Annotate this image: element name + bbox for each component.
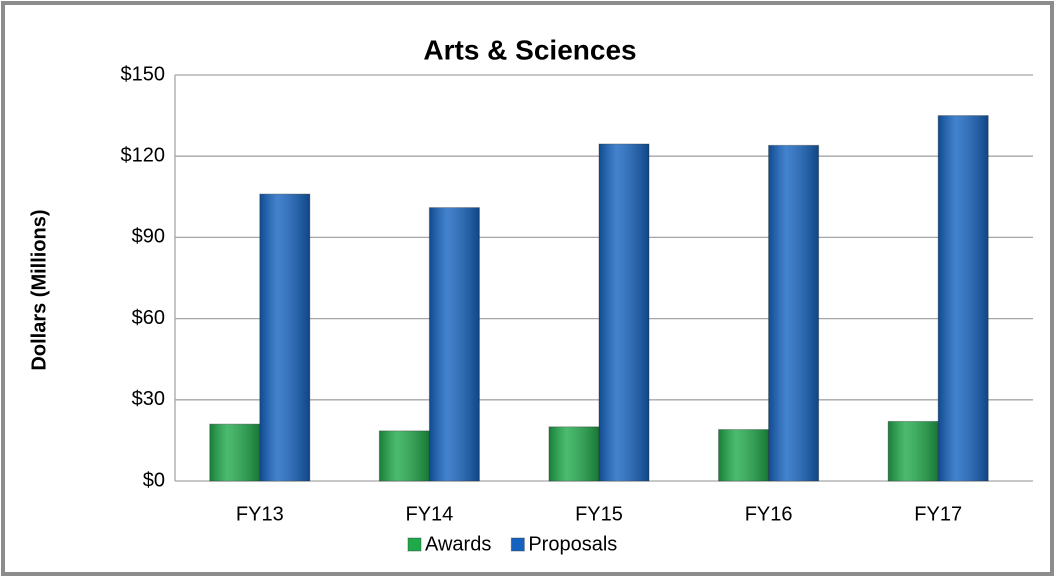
legend-swatch — [407, 537, 422, 552]
bar-shading — [259, 194, 310, 482]
bar-shading — [718, 429, 769, 481]
x-tick-label: FY14 — [405, 503, 453, 525]
bar-shading — [379, 430, 430, 481]
x-tick-label: FY16 — [745, 503, 793, 525]
bar-shading — [429, 207, 480, 482]
chart-title: Arts & Sciences — [423, 34, 636, 65]
y-tick-label: $30 — [132, 388, 165, 410]
legend-swatch — [510, 537, 525, 552]
legend-label: Proposals — [528, 533, 617, 555]
x-tick-label: FY17 — [914, 503, 962, 525]
x-tick-label: FY13 — [236, 503, 284, 525]
y-tick-label: $0 — [143, 469, 165, 491]
y-tick-label: $150 — [121, 63, 166, 85]
bar-shading — [888, 421, 939, 481]
bar-shading — [599, 144, 649, 481]
y-tick-label: $120 — [121, 144, 166, 166]
x-tick-label: FY15 — [575, 503, 623, 525]
bar-shading — [938, 115, 989, 481]
bar-shading — [768, 145, 819, 481]
bar-shading — [549, 426, 599, 481]
legend-label: Awards — [425, 533, 491, 555]
y-axis-label: Dollars (Millions) — [28, 209, 50, 370]
y-tick-label: $90 — [132, 226, 165, 248]
bar-shading — [209, 424, 260, 481]
y-tick-label: $60 — [132, 307, 165, 329]
